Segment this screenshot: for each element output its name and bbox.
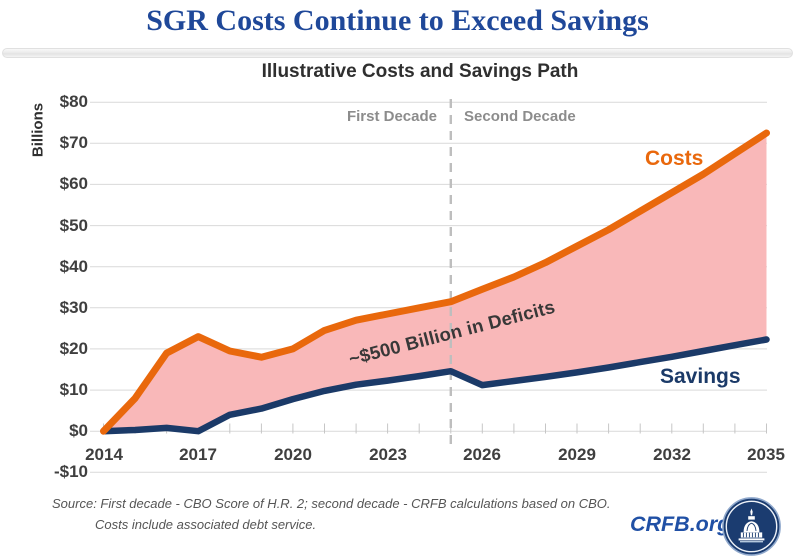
y-axis-label: -$10 [53, 462, 88, 481]
x-axis-label: 2026 [463, 445, 501, 464]
first-decade-label: First Decade [346, 108, 437, 125]
x-axis-label: 2035 [747, 445, 785, 464]
x-axis-label: 2020 [274, 445, 312, 464]
y-axis-label: $80 [59, 92, 88, 111]
second-decade-label: Second Decade [464, 108, 576, 125]
x-axis-label: 2014 [85, 445, 123, 464]
source-note-line2: Costs include associated debt service. [95, 517, 317, 532]
y-axis-label: $10 [59, 380, 88, 399]
y-axis-label: $50 [59, 216, 88, 235]
y-axis-label: $20 [59, 339, 88, 358]
title-divider [2, 48, 793, 58]
y-axis-label: $0 [69, 421, 88, 440]
crfb-capitol-logo-icon [722, 497, 781, 556]
capitol-dome-glyph [738, 508, 765, 543]
savings-series-label: Savings [660, 365, 741, 388]
chart-title: Illustrative Costs and Savings Path [261, 61, 579, 82]
costs-line [100, 129, 770, 435]
x-axis-label: 2029 [558, 445, 596, 464]
savings-line [100, 336, 770, 435]
y-axis-label: $30 [59, 298, 88, 317]
y-axis-label: $40 [59, 257, 88, 276]
x-axis-label: 2023 [369, 445, 407, 464]
x-axis-label: 2017 [179, 445, 217, 464]
page-title: SGR Costs Continue to Exceed Savings [146, 4, 649, 37]
costs-series-label: Costs [645, 147, 704, 170]
source-note-line1: Source: First decade - CBO Score of H.R.… [52, 496, 611, 511]
x-axis-label: 2032 [653, 445, 691, 464]
y-axis-label: $70 [59, 133, 88, 152]
crfb-org-wordmark: CRFB.org [630, 512, 731, 536]
y-axis-label: $60 [59, 174, 88, 193]
